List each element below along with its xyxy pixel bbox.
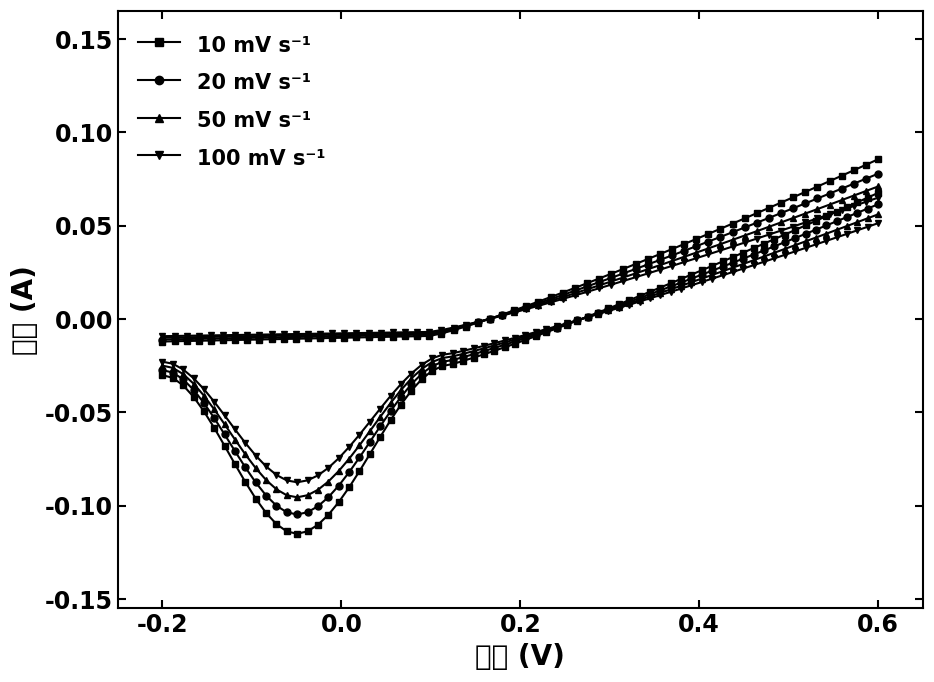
20 mV s⁻¹ (278, 333, 290, 341)
50 mV s⁻¹ (400, 329, 411, 338)
20 mV s⁻¹ (363, 331, 375, 340)
100 mV s⁻¹ (400, 328, 411, 336)
10 mV s⁻¹ (278, 335, 290, 343)
10 mV s⁻¹ (872, 155, 884, 164)
Legend: 10 mV s⁻¹, 20 mV s⁻¹, 50 mV s⁻¹, 100 mV s⁻¹: 10 mV s⁻¹, 20 mV s⁻¹, 50 mV s⁻¹, 100 mV … (128, 22, 335, 181)
100 mV s⁻¹ (388, 329, 399, 337)
100 mV s⁻¹ (363, 329, 375, 337)
Y-axis label: 电流 (A): 电流 (A) (11, 265, 39, 355)
50 mV s⁻¹ (157, 333, 168, 342)
10 mV s⁻¹ (400, 332, 411, 340)
20 mV s⁻¹ (400, 331, 411, 339)
20 mV s⁻¹ (339, 332, 350, 340)
100 mV s⁻¹ (157, 332, 168, 340)
100 mV s⁻¹ (872, 194, 884, 202)
Line: 100 mV s⁻¹: 100 mV s⁻¹ (159, 194, 882, 340)
Line: 20 mV s⁻¹: 20 mV s⁻¹ (159, 170, 882, 343)
50 mV s⁻¹ (605, 278, 616, 286)
20 mV s⁻¹ (872, 170, 884, 178)
10 mV s⁻¹ (605, 269, 616, 278)
50 mV s⁻¹ (872, 182, 884, 190)
100 mV s⁻¹ (339, 329, 350, 338)
10 mV s⁻¹ (363, 333, 375, 341)
50 mV s⁻¹ (363, 330, 375, 338)
100 mV s⁻¹ (605, 280, 616, 288)
50 mV s⁻¹ (388, 329, 399, 338)
20 mV s⁻¹ (388, 331, 399, 339)
Line: 10 mV s⁻¹: 10 mV s⁻¹ (159, 155, 882, 345)
Line: 50 mV s⁻¹: 50 mV s⁻¹ (159, 183, 882, 341)
10 mV s⁻¹ (388, 333, 399, 341)
50 mV s⁻¹ (278, 331, 290, 340)
X-axis label: 电压 (V): 电压 (V) (475, 643, 565, 671)
20 mV s⁻¹ (157, 336, 168, 344)
100 mV s⁻¹ (278, 330, 290, 338)
20 mV s⁻¹ (605, 273, 616, 282)
50 mV s⁻¹ (339, 331, 350, 339)
10 mV s⁻¹ (339, 333, 350, 342)
10 mV s⁻¹ (157, 338, 168, 346)
